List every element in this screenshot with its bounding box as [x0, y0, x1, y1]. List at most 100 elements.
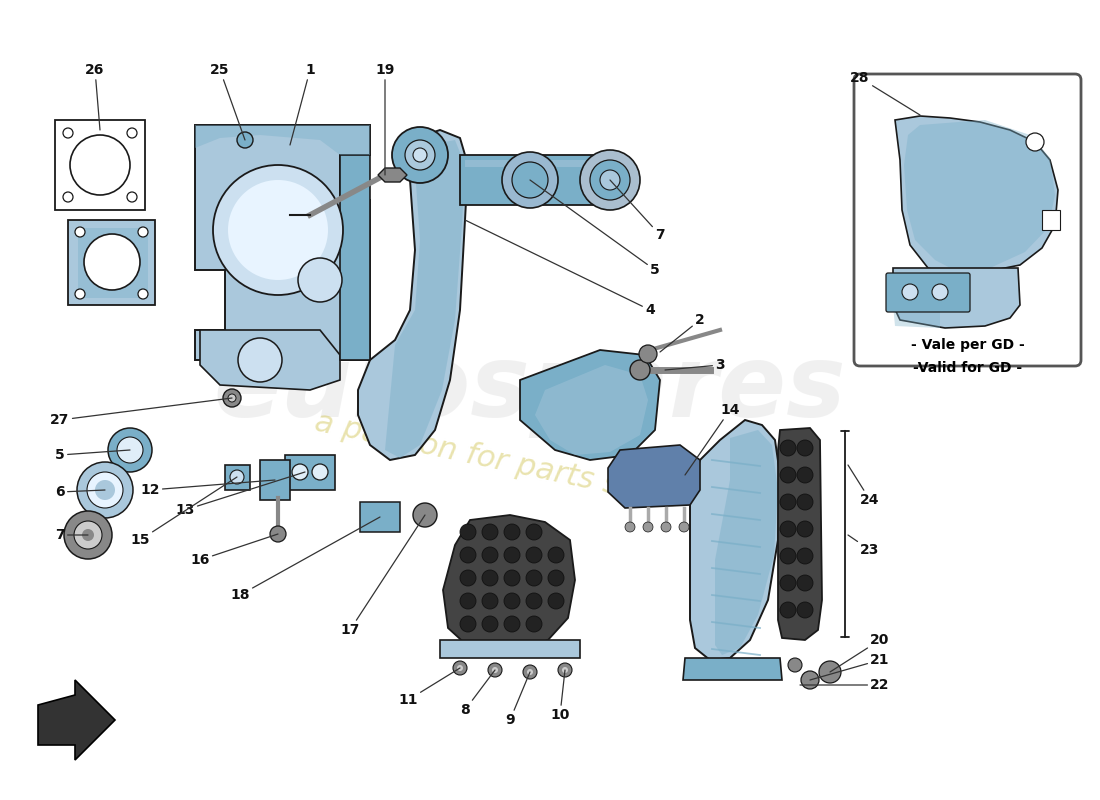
Circle shape	[238, 338, 282, 382]
Circle shape	[780, 602, 796, 618]
Circle shape	[77, 462, 133, 518]
Circle shape	[902, 284, 918, 300]
Polygon shape	[465, 160, 605, 167]
Circle shape	[270, 526, 286, 542]
Circle shape	[527, 669, 534, 675]
Polygon shape	[535, 365, 648, 455]
Text: 23: 23	[848, 535, 880, 557]
Circle shape	[798, 521, 813, 537]
Circle shape	[562, 667, 568, 673]
Polygon shape	[460, 155, 610, 205]
Circle shape	[63, 192, 73, 202]
Circle shape	[460, 616, 476, 632]
Circle shape	[558, 663, 572, 677]
Circle shape	[644, 522, 653, 532]
Circle shape	[798, 467, 813, 483]
Circle shape	[236, 132, 253, 148]
Circle shape	[460, 570, 476, 586]
Circle shape	[580, 150, 640, 210]
Circle shape	[522, 665, 537, 679]
Text: 11: 11	[398, 668, 460, 707]
Circle shape	[223, 389, 241, 407]
Polygon shape	[893, 268, 1020, 328]
Polygon shape	[68, 220, 155, 305]
Circle shape	[488, 663, 502, 677]
Circle shape	[548, 547, 564, 563]
Circle shape	[504, 547, 520, 563]
Circle shape	[526, 547, 542, 563]
Circle shape	[117, 437, 143, 463]
Circle shape	[798, 440, 813, 456]
Circle shape	[780, 440, 796, 456]
Circle shape	[70, 135, 130, 195]
Polygon shape	[385, 140, 465, 458]
Circle shape	[780, 521, 796, 537]
Circle shape	[456, 665, 463, 671]
Text: 16: 16	[190, 534, 278, 567]
Text: 26: 26	[86, 63, 104, 130]
Circle shape	[798, 602, 813, 618]
Circle shape	[405, 140, 435, 170]
Circle shape	[126, 192, 138, 202]
Polygon shape	[443, 515, 575, 655]
Circle shape	[1026, 133, 1044, 151]
Text: 24: 24	[848, 465, 880, 507]
Circle shape	[780, 575, 796, 591]
Polygon shape	[904, 120, 1055, 272]
Circle shape	[492, 667, 498, 673]
Circle shape	[526, 593, 542, 609]
Circle shape	[639, 345, 657, 363]
Circle shape	[82, 529, 94, 541]
Circle shape	[504, 570, 520, 586]
Circle shape	[630, 360, 650, 380]
Text: 5: 5	[530, 180, 660, 277]
Text: 5: 5	[55, 448, 130, 462]
Circle shape	[460, 524, 476, 540]
Text: 19: 19	[375, 63, 395, 175]
Text: 10: 10	[550, 670, 570, 722]
Circle shape	[292, 464, 308, 480]
Polygon shape	[39, 680, 116, 760]
Polygon shape	[715, 430, 778, 655]
Text: 18: 18	[230, 517, 380, 602]
Text: 2: 2	[660, 313, 705, 352]
Polygon shape	[690, 420, 780, 660]
FancyBboxPatch shape	[854, 74, 1081, 366]
Text: -Valid for GD -: -Valid for GD -	[913, 361, 1023, 375]
Polygon shape	[608, 445, 700, 508]
Polygon shape	[378, 168, 407, 182]
Text: 7: 7	[55, 528, 88, 542]
Text: 21: 21	[810, 653, 890, 680]
Text: 3: 3	[666, 358, 725, 372]
Circle shape	[460, 547, 476, 563]
Circle shape	[228, 394, 236, 402]
Text: a passion for parts since 1985: a passion for parts since 1985	[311, 408, 769, 532]
Text: 13: 13	[175, 472, 305, 517]
Polygon shape	[78, 228, 148, 298]
Circle shape	[788, 658, 802, 672]
Text: 8: 8	[460, 670, 495, 717]
Circle shape	[482, 616, 498, 632]
Polygon shape	[895, 116, 1058, 275]
Circle shape	[780, 494, 796, 510]
Circle shape	[482, 524, 498, 540]
Polygon shape	[893, 305, 940, 328]
Circle shape	[87, 472, 123, 508]
Circle shape	[504, 524, 520, 540]
Text: - Vale per GD -: - Vale per GD -	[911, 338, 1025, 352]
Polygon shape	[195, 125, 370, 155]
Circle shape	[312, 464, 328, 480]
Circle shape	[548, 570, 564, 586]
Circle shape	[108, 428, 152, 472]
Circle shape	[138, 227, 148, 237]
Text: 9: 9	[505, 672, 530, 727]
Circle shape	[64, 511, 112, 559]
Circle shape	[526, 524, 542, 540]
Circle shape	[526, 616, 542, 632]
Text: 27: 27	[51, 398, 232, 427]
Circle shape	[625, 522, 635, 532]
Text: 25: 25	[210, 63, 245, 140]
Polygon shape	[200, 330, 340, 390]
FancyBboxPatch shape	[360, 502, 400, 532]
Polygon shape	[226, 465, 250, 490]
